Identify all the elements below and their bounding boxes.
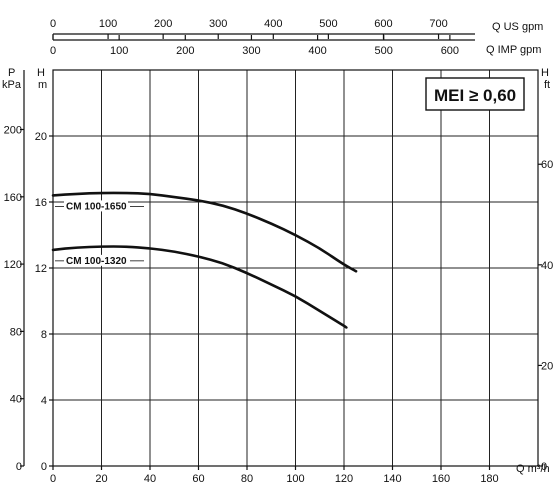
imp-gpm-tick-label: 600: [441, 45, 459, 57]
kpa-tick-label: 40: [10, 394, 22, 406]
curves: CM 100-1650 CM 100-1320: [51, 191, 358, 329]
top-axis-2-label: Q IMP gpm: [486, 44, 541, 56]
h-ft-tick-label: 0: [541, 461, 547, 473]
series-label: CM 100-1650: [66, 201, 127, 212]
x-tick-label: 120: [335, 473, 353, 485]
kpa-tick-label: 160: [4, 192, 22, 204]
mei-badge: [425, 77, 525, 111]
p-axis-label-top: P: [8, 67, 15, 79]
imp-gpm-tick-label: 100: [110, 45, 128, 57]
us-gpm-tick-label: 500: [319, 18, 337, 30]
right-axis-label-top: H: [541, 67, 549, 79]
h-m-tick-label: 16: [35, 197, 47, 209]
h-m-tick-label: 8: [41, 329, 47, 341]
right-axis-label-bottom: ft: [544, 79, 550, 91]
h-ft-tick-label: 20: [541, 360, 553, 372]
h-m-tick-label: 20: [35, 131, 47, 143]
series-label: CM 100-1320: [66, 256, 127, 267]
x-tick-label: 0: [50, 473, 56, 485]
x-tick-label: 40: [144, 473, 156, 485]
us-gpm-tick-label: 700: [429, 18, 447, 30]
p-axis-label-bottom: kPa: [2, 79, 22, 91]
grid: [53, 70, 538, 466]
x-tick-label: 160: [432, 473, 450, 485]
x-tick-label: 80: [241, 473, 253, 485]
us-gpm-tick-label: 300: [209, 18, 227, 30]
series-label-bg: [64, 200, 128, 212]
series-label-bg: [64, 254, 128, 266]
h-axis-label-bottom: m: [38, 79, 47, 91]
imp-gpm-tick-label: 400: [308, 45, 326, 57]
imp-gpm-tick-label: 300: [242, 45, 260, 57]
x-axis-label: Q m³/h: [516, 463, 550, 475]
us-gpm-tick-label: 0: [50, 18, 56, 30]
h-m-tick-label: 4: [41, 395, 47, 407]
h-ft-tick-label: 60: [541, 159, 553, 171]
h-m-tick-label: 0: [41, 461, 47, 473]
h-m-tick-label: 12: [35, 263, 47, 275]
kpa-tick-label: 200: [4, 124, 22, 136]
mei-label: MEI ≥ 0,60: [434, 86, 516, 105]
kpa-tick-label: 120: [4, 259, 22, 271]
imp-gpm-tick-label: 500: [375, 45, 393, 57]
us-gpm-tick-label: 200: [154, 18, 172, 30]
axes: [20, 33, 542, 470]
us-gpm-tick-label: 600: [374, 18, 392, 30]
us-gpm-tick-label: 400: [264, 18, 282, 30]
x-tick-label: 100: [286, 473, 304, 485]
x-tick-label: 60: [192, 473, 204, 485]
us-gpm-tick-label: 100: [99, 18, 117, 30]
x-tick-label: 140: [383, 473, 401, 485]
kpa-tick-label: 0: [16, 461, 22, 473]
top-axis-1-label: Q US gpm: [492, 21, 543, 33]
kpa-tick-label: 80: [10, 326, 22, 338]
x-tick-label: 20: [95, 473, 107, 485]
imp-gpm-tick-label: 200: [176, 45, 194, 57]
x-tick-label: 180: [480, 473, 498, 485]
h-ft-tick-label: 40: [541, 260, 553, 272]
series-curve-1: [51, 245, 348, 329]
h-axis-label-top: H: [37, 67, 45, 79]
series-curve-0: [51, 191, 358, 273]
imp-gpm-tick-label: 0: [50, 45, 56, 57]
